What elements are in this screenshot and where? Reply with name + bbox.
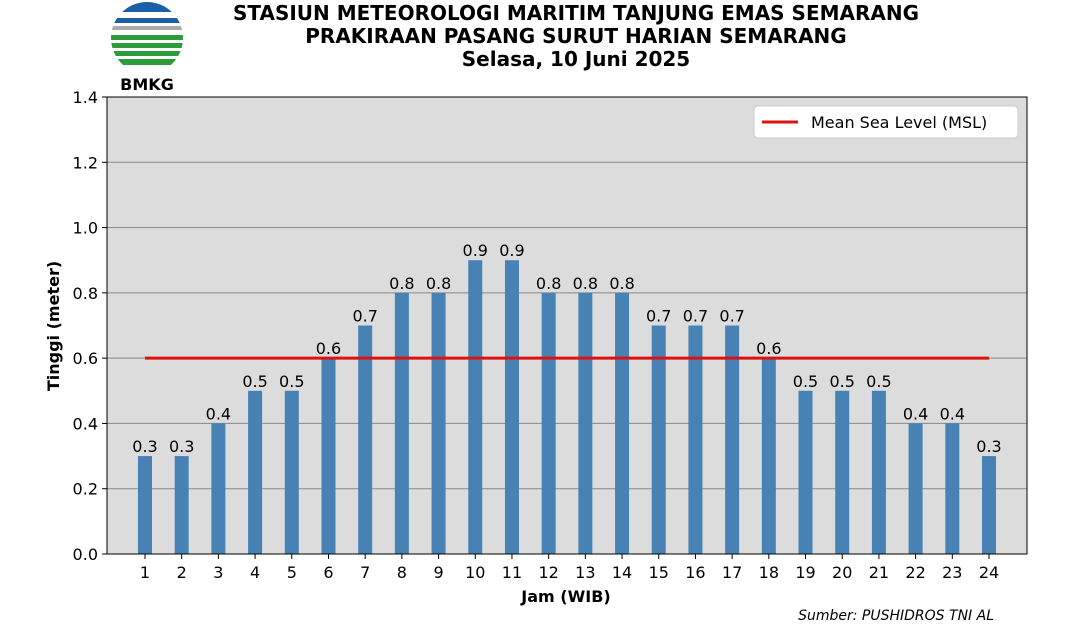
source-note: Sumber: PUSHIDROS TNI AL — [798, 608, 994, 624]
bar-hour-16 — [688, 325, 703, 554]
data-label-hour-12: 0.8 — [536, 274, 561, 293]
data-label-hour-21: 0.5 — [866, 372, 891, 391]
x-tick-label: 17 — [722, 563, 742, 582]
x-tick-label: 7 — [360, 563, 370, 582]
data-label-hour-9: 0.8 — [426, 274, 451, 293]
x-tick-label: 14 — [612, 563, 632, 582]
plot-area — [107, 97, 1027, 554]
data-label-hour-4: 0.5 — [242, 372, 267, 391]
x-tick-label: 1 — [140, 563, 150, 582]
x-tick-label: 13 — [575, 563, 595, 582]
x-tick-label: 9 — [433, 563, 443, 582]
bar-hour-9 — [431, 292, 446, 554]
data-label-hour-10: 0.9 — [463, 241, 488, 260]
legend-msl-label: Mean Sea Level (MSL) — [811, 113, 987, 132]
y-tick-label: 1.0 — [73, 219, 98, 238]
bar-hour-22 — [908, 423, 923, 554]
data-label-hour-1: 0.3 — [132, 437, 157, 456]
x-tick-label: 23 — [942, 563, 962, 582]
x-tick-label: 8 — [397, 563, 407, 582]
y-tick-label: 1.4 — [73, 88, 98, 107]
data-label-hour-19: 0.5 — [793, 372, 818, 391]
data-label-hour-22: 0.4 — [903, 404, 928, 423]
bar-hour-13 — [578, 292, 593, 554]
x-tick-label: 19 — [795, 563, 815, 582]
x-tick-label: 18 — [759, 563, 779, 582]
bar-hour-21 — [871, 390, 886, 554]
data-labels: 0.3 0.3 0.4 0.5 0.5 0.6 0.7 0.8 0.8 0.9 0.9 0.8 0.8 0… — [132, 241, 1001, 456]
legend-box — [753, 105, 1019, 139]
y-tick-label: 0.2 — [73, 480, 98, 499]
y-tick-label: 0.8 — [73, 284, 98, 303]
bar-hour-14 — [615, 292, 630, 554]
plot-frame — [106, 96, 1028, 555]
x-tick-label: 3 — [213, 563, 223, 582]
y-axis-label: Tinggi (meter) — [44, 261, 63, 391]
y-tick-label: 1.2 — [73, 153, 98, 172]
x-axis-ticks: 1 2 3 4 5 6 7 8 9 10 11 12 13 14 15 16 17 18 19 20 21 22 23 24 — [140, 554, 999, 582]
y-tick-label: 0.6 — [73, 349, 98, 368]
logo-text: BMKG — [120, 75, 174, 94]
bar-hour-15 — [651, 325, 666, 554]
chart-title-line1: STASIUN METEOROLOGI MARITIM TANJUNG EMAS… — [233, 1, 919, 25]
bar-hour-7 — [358, 325, 373, 554]
y-tick-label: 0.4 — [73, 414, 98, 433]
x-tick-label: 16 — [685, 563, 705, 582]
bmkg-logo: BMKG — [111, 2, 183, 94]
x-tick-label: 24 — [979, 563, 999, 582]
y-tick-label: 0.0 — [73, 545, 98, 564]
x-tick-label: 11 — [502, 563, 522, 582]
data-label-hour-8: 0.8 — [389, 274, 414, 293]
x-tick-label: 10 — [465, 563, 485, 582]
x-tick-label: 4 — [250, 563, 260, 582]
data-label-hour-15: 0.7 — [646, 307, 671, 326]
bar-hour-1 — [138, 456, 152, 554]
bar-hour-5 — [284, 390, 299, 554]
data-label-hour-14: 0.8 — [609, 274, 634, 293]
data-label-hour-24: 0.3 — [976, 437, 1001, 456]
data-label-hour-16: 0.7 — [683, 307, 708, 326]
x-tick-label: 12 — [538, 563, 558, 582]
bar-hour-2 — [174, 456, 189, 554]
x-tick-label: 22 — [905, 563, 925, 582]
data-label-hour-17: 0.7 — [719, 307, 744, 326]
data-label-hour-3: 0.4 — [206, 404, 231, 423]
bar-hour-6 — [321, 358, 336, 554]
data-label-hour-7: 0.7 — [352, 307, 377, 326]
data-label-hour-18: 0.6 — [756, 339, 781, 358]
bar-hour-8 — [394, 292, 409, 554]
data-label-hour-2: 0.3 — [169, 437, 194, 456]
x-tick-label: 21 — [869, 563, 889, 582]
x-tick-label: 6 — [323, 563, 333, 582]
bar-hour-17 — [725, 325, 740, 554]
bar-hour-18 — [761, 358, 776, 554]
x-tick-label: 2 — [177, 563, 187, 582]
chart-title-line3: Selasa, 10 Juni 2025 — [462, 47, 690, 71]
bars — [138, 260, 996, 554]
data-label-hour-13: 0.8 — [573, 274, 598, 293]
bar-hour-20 — [835, 390, 850, 554]
x-tick-label: 5 — [287, 563, 297, 582]
x-tick-label: 20 — [832, 563, 852, 582]
bar-hour-19 — [798, 390, 813, 554]
chart-title-line2: PRAKIRAAN PASANG SURUT HARIAN SEMARANG — [305, 24, 846, 48]
bar-hour-3 — [211, 423, 226, 554]
bar-hour-23 — [945, 423, 960, 554]
legend: Mean Sea Level (MSL) — [753, 105, 1019, 139]
data-label-hour-23: 0.4 — [940, 404, 965, 423]
data-label-hour-5: 0.5 — [279, 372, 304, 391]
bar-hour-12 — [541, 292, 556, 554]
data-label-hour-20: 0.5 — [829, 372, 854, 391]
x-axis-label: Jam (WIB) — [520, 587, 610, 606]
bar-hour-24 — [982, 456, 996, 554]
data-label-hour-11: 0.9 — [499, 241, 524, 260]
bar-hour-10 — [468, 260, 483, 554]
bar-hour-11 — [504, 260, 519, 554]
bar-hour-4 — [248, 390, 263, 554]
x-tick-label: 15 — [649, 563, 669, 582]
data-label-hour-6: 0.6 — [316, 339, 341, 358]
y-axis-ticks: 0.0 0.2 0.4 0.6 0.8 1.0 1.2 1.4 — [73, 88, 107, 564]
